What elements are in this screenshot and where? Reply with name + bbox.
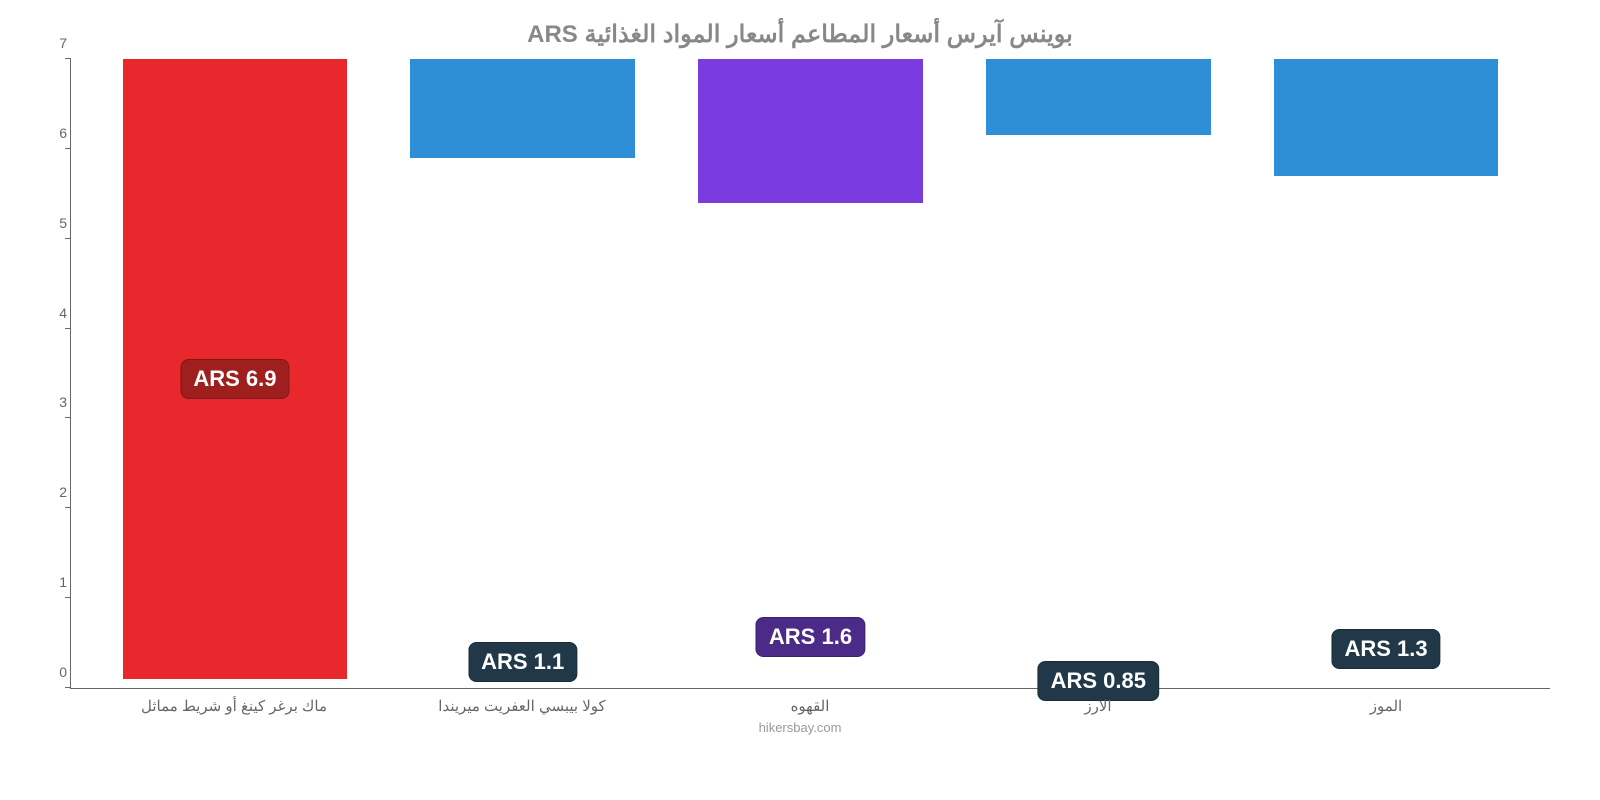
- credit-text: hikersbay.com: [50, 720, 1550, 735]
- bar-slot: ARS 1.3: [1242, 59, 1530, 688]
- y-tick-label: 3: [43, 394, 67, 410]
- y-tick-label: 7: [43, 35, 67, 51]
- value-badge: ARS 6.9: [180, 359, 289, 399]
- x-axis-label: القهوه: [666, 697, 954, 715]
- value-badge: ARS 1.6: [756, 617, 865, 657]
- bars-container: ARS 6.9 ARS 1.1 ARS 1.6 ARS 0.85 ARS 1.3: [71, 59, 1550, 688]
- x-axis-label: كولا بيبسي العفريت ميريندا: [378, 697, 666, 715]
- bar: [986, 59, 1210, 135]
- x-axis-label: الارز: [954, 697, 1242, 715]
- x-axis-label: ماك برغر كينغ أو شريط مماثل: [90, 697, 378, 715]
- x-axis-labels: ماك برغر كينغ أو شريط مماثلكولا بيبسي ال…: [70, 697, 1550, 715]
- bar-slot: ARS 1.1: [379, 59, 667, 688]
- bar-slot: ARS 6.9: [91, 59, 379, 688]
- bar: [698, 59, 922, 203]
- value-badge: ARS 1.1: [468, 642, 577, 682]
- plot-area: 01234567 ARS 6.9ARS 1.1ARS 1.6ARS 0.85AR…: [70, 59, 1550, 689]
- y-tick-label: 6: [43, 125, 67, 141]
- bar-slot: ARS 1.6: [667, 59, 955, 688]
- x-axis-label: الموز: [1242, 697, 1530, 715]
- y-tick-label: 4: [43, 305, 67, 321]
- bar-slot: ARS 0.85: [954, 59, 1242, 688]
- chart-area: 01234567 ARS 6.9ARS 1.1ARS 1.6ARS 0.85AR…: [50, 59, 1550, 729]
- y-tick-label: 5: [43, 215, 67, 231]
- value-badge: ARS 1.3: [1332, 629, 1441, 669]
- value-badge: ARS 0.85: [1038, 661, 1159, 701]
- chart-title: بوينس آيرس أسعار المطاعم أسعار المواد ال…: [30, 20, 1570, 49]
- bar: [1274, 59, 1498, 176]
- y-tick-label: 1: [43, 574, 67, 590]
- y-tick-label: 2: [43, 484, 67, 500]
- bar: [410, 59, 634, 158]
- y-tick-label: 0: [43, 664, 67, 680]
